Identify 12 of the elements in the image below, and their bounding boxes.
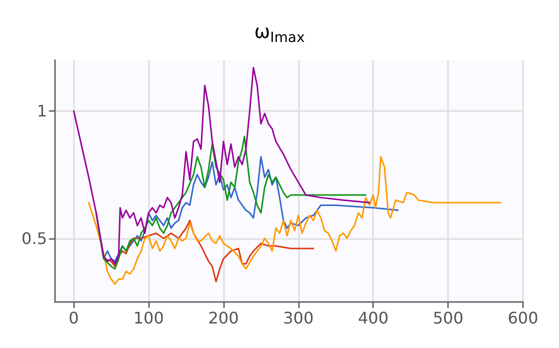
x-tick-label: 500 [432,308,464,328]
line-series [95,136,366,270]
line-series [88,156,502,285]
x-tick-label: 100 [133,308,164,328]
y-tick-label: 0.5 [22,228,47,248]
x-tick-label: 300 [283,308,314,328]
x-tick-label: 0 [68,308,79,328]
x-tick-label: 600 [508,308,538,328]
x-tick-label: 200 [208,308,239,328]
y-tick-label: 1 [36,101,47,120]
line-series [72,66,370,265]
x-tick-label: 400 [358,308,389,328]
